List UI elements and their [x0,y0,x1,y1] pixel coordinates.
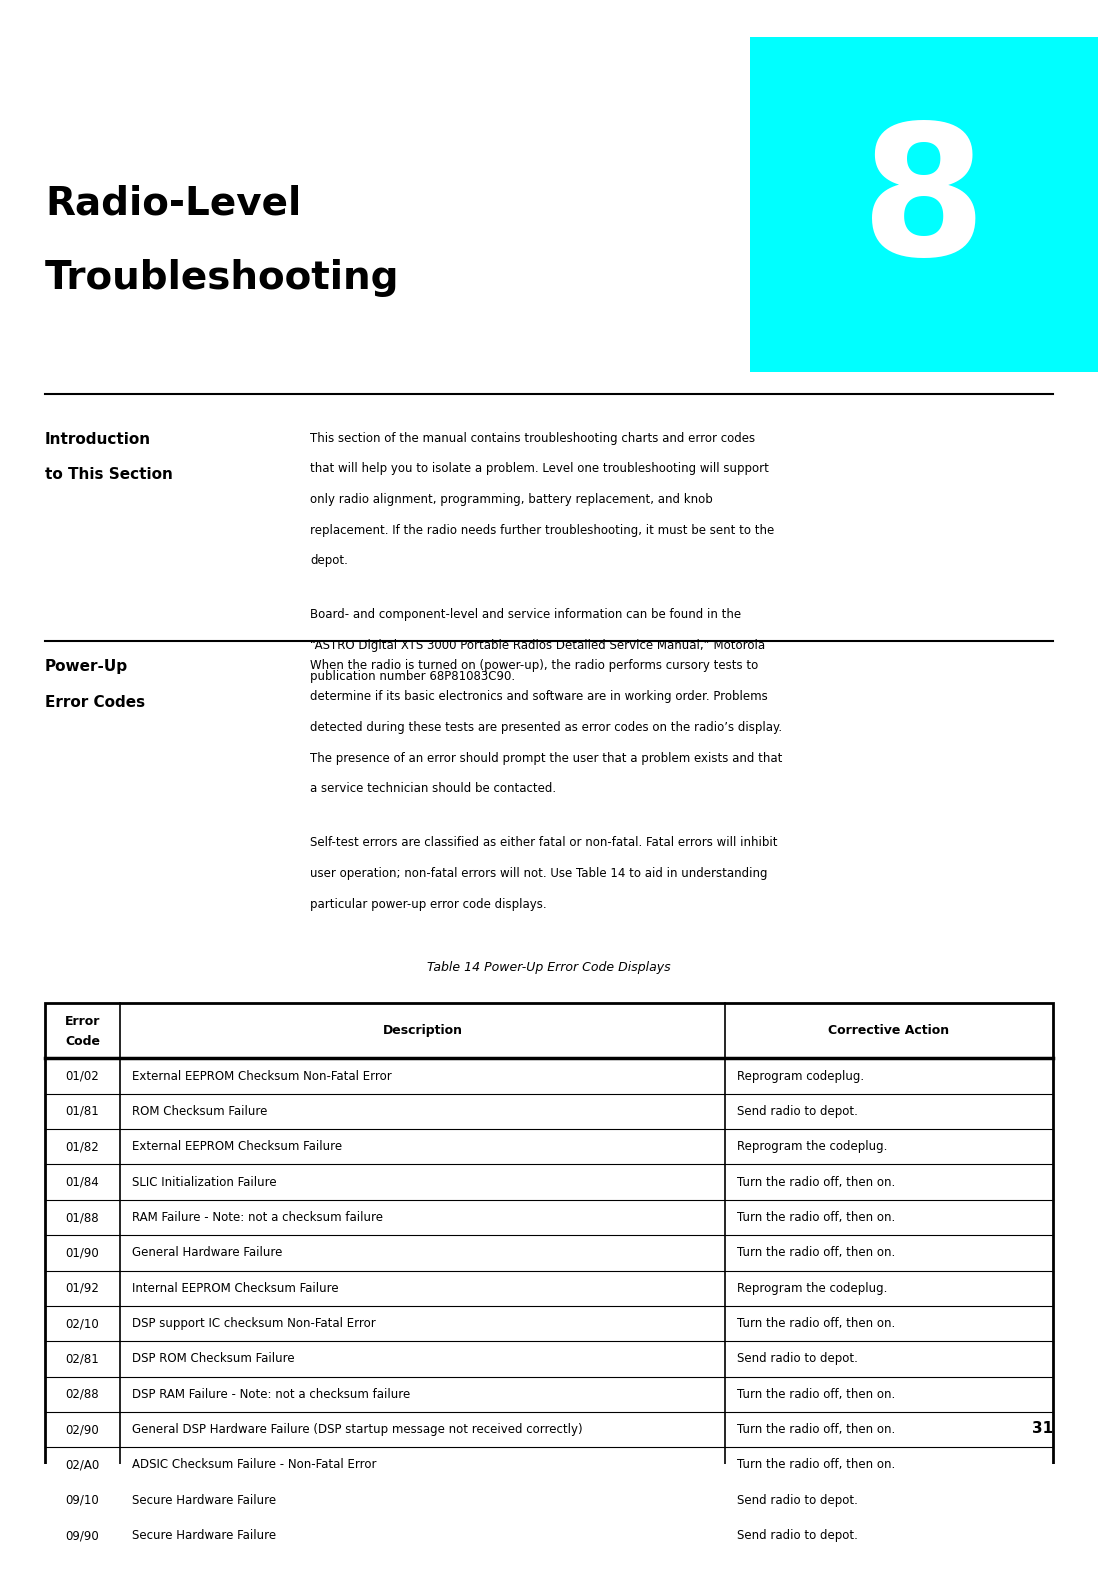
Text: Reprogram codeplug.: Reprogram codeplug. [737,1070,864,1083]
Text: Send radio to depot.: Send radio to depot. [737,1352,858,1365]
Text: replacement. If the radio needs further troubleshooting, it must be sent to the: replacement. If the radio needs further … [310,524,774,537]
Text: publication number 68P81083C90.: publication number 68P81083C90. [310,669,515,683]
Text: ADSIC Checksum Failure - Non-Fatal Error: ADSIC Checksum Failure - Non-Fatal Error [132,1459,377,1472]
Text: When the radio is turned on (power-up), the radio performs cursory tests to: When the radio is turned on (power-up), … [310,660,759,672]
Text: Table 14 Power-Up Error Code Displays: Table 14 Power-Up Error Code Displays [427,960,671,974]
Text: Send radio to depot.: Send radio to depot. [737,1528,858,1543]
Text: 01/82: 01/82 [66,1140,100,1154]
Text: General Hardware Failure: General Hardware Failure [132,1247,282,1259]
Text: Turn the radio off, then on.: Turn the radio off, then on. [737,1176,895,1188]
Text: to This Section: to This Section [45,467,172,482]
Text: 09/10: 09/10 [66,1494,100,1506]
Text: user operation; non-fatal errors will not. Use Table 14 to aid in understanding: user operation; non-fatal errors will no… [310,867,768,880]
Text: External EEPROM Checksum Non-Fatal Error: External EEPROM Checksum Non-Fatal Error [132,1070,392,1083]
Text: SLIC Initialization Failure: SLIC Initialization Failure [132,1176,277,1188]
Text: Code: Code [65,1036,100,1048]
Text: 01/88: 01/88 [66,1210,99,1225]
Text: 02/88: 02/88 [66,1388,99,1401]
Text: particular power-up error code displays.: particular power-up error code displays. [310,897,547,910]
Text: 02/90: 02/90 [66,1423,100,1435]
Text: 01/90: 01/90 [66,1247,100,1259]
Text: “ASTRO Digital XTS 3000 Portable Radios Detailed Service Manual,” Motorola: “ASTRO Digital XTS 3000 Portable Radios … [310,639,765,652]
Text: only radio alignment, programming, battery replacement, and knob: only radio alignment, programming, batte… [310,493,713,505]
Text: 01/81: 01/81 [66,1105,100,1118]
Text: DSP RAM Failure - Note: not a checksum failure: DSP RAM Failure - Note: not a checksum f… [132,1388,411,1401]
Text: 09/90: 09/90 [66,1528,100,1543]
Text: Introduction: Introduction [45,431,152,447]
FancyBboxPatch shape [45,1003,1053,1058]
Text: Turn the radio off, then on.: Turn the radio off, then on. [737,1247,895,1259]
Text: Turn the radio off, then on.: Turn the radio off, then on. [737,1210,895,1225]
Text: ROM Checksum Failure: ROM Checksum Failure [132,1105,268,1118]
Text: that will help you to isolate a problem. Level one troubleshooting will support: that will help you to isolate a problem.… [310,463,769,475]
Text: Power-Up: Power-Up [45,660,128,674]
Text: depot.: depot. [310,554,348,567]
Text: Secure Hardware Failure: Secure Hardware Failure [132,1494,276,1506]
Text: determine if its basic electronics and software are in working order. Problems: determine if its basic electronics and s… [310,689,768,704]
Text: Turn the radio off, then on.: Turn the radio off, then on. [737,1317,895,1330]
Text: 01/02: 01/02 [66,1070,100,1083]
Text: Send radio to depot.: Send radio to depot. [737,1494,858,1506]
Text: 8: 8 [861,116,987,293]
Text: 02/10: 02/10 [66,1317,100,1330]
Text: 01/84: 01/84 [66,1176,100,1188]
Text: Turn the radio off, then on.: Turn the radio off, then on. [737,1423,895,1435]
Text: 01/92: 01/92 [66,1281,100,1295]
Text: Internal EEPROM Checksum Failure: Internal EEPROM Checksum Failure [132,1281,338,1295]
Text: Error: Error [65,1015,100,1028]
Text: External EEPROM Checksum Failure: External EEPROM Checksum Failure [132,1140,343,1154]
FancyBboxPatch shape [750,38,1098,371]
Text: 31: 31 [1032,1421,1053,1435]
Text: 02/A0: 02/A0 [66,1459,100,1472]
Text: Corrective Action: Corrective Action [828,1025,950,1037]
Text: Error Codes: Error Codes [45,694,145,710]
Text: Turn the radio off, then on.: Turn the radio off, then on. [737,1459,895,1472]
Text: Board- and component-level and service information can be found in the: Board- and component-level and service i… [310,608,741,622]
Text: Radio-Level: Radio-Level [45,184,301,222]
Text: Reprogram the codeplug.: Reprogram the codeplug. [737,1140,887,1154]
Text: 02/81: 02/81 [66,1352,100,1365]
Text: Turn the radio off, then on.: Turn the radio off, then on. [737,1388,895,1401]
Text: Troubleshooting: Troubleshooting [45,260,400,297]
Text: Send radio to depot.: Send radio to depot. [737,1105,858,1118]
Text: DSP support IC checksum Non-Fatal Error: DSP support IC checksum Non-Fatal Error [132,1317,376,1330]
Text: This section of the manual contains troubleshooting charts and error codes: This section of the manual contains trou… [310,431,755,444]
Text: detected during these tests are presented as error codes on the radio’s display.: detected during these tests are presente… [310,721,782,733]
Text: Description: Description [382,1025,462,1037]
Text: Secure Hardware Failure: Secure Hardware Failure [132,1528,276,1543]
Text: RAM Failure - Note: not a checksum failure: RAM Failure - Note: not a checksum failu… [132,1210,383,1225]
Text: The presence of an error should prompt the user that a problem exists and that: The presence of an error should prompt t… [310,751,783,765]
Text: Reprogram the codeplug.: Reprogram the codeplug. [737,1281,887,1295]
Text: DSP ROM Checksum Failure: DSP ROM Checksum Failure [132,1352,294,1365]
Text: General DSP Hardware Failure (DSP startup message not received correctly): General DSP Hardware Failure (DSP startu… [132,1423,583,1435]
Text: a service technician should be contacted.: a service technician should be contacted… [310,782,556,795]
Text: Self-test errors are classified as either fatal or non-fatal. Fatal errors will : Self-test errors are classified as eithe… [310,836,777,848]
